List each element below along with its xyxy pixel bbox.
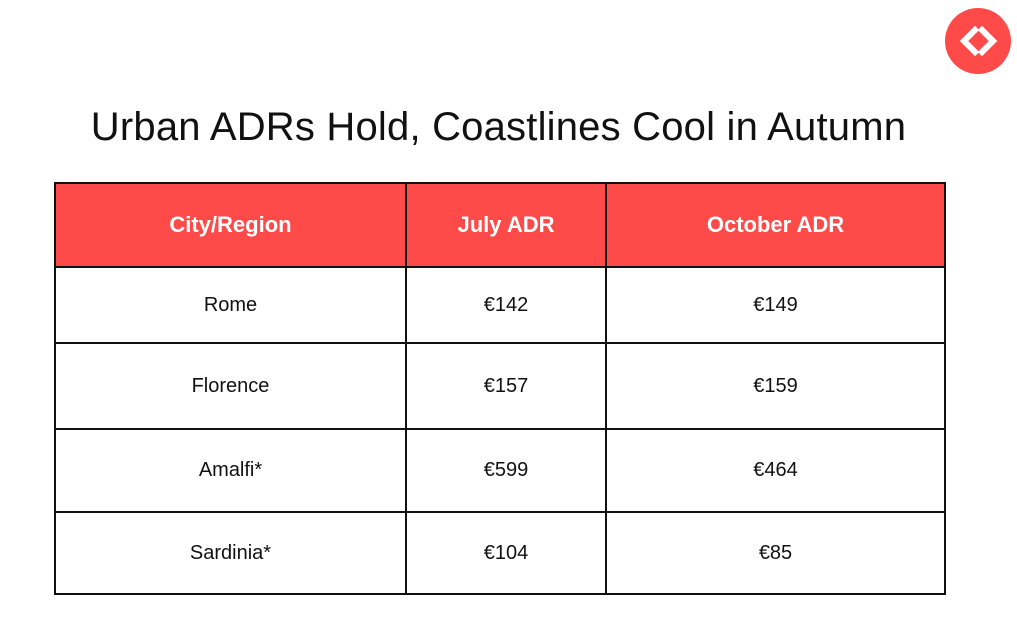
july-adr-cell: €142 [405, 266, 607, 344]
october-adr-cell: €149 [605, 266, 946, 344]
july-adr-cell: €157 [405, 342, 607, 430]
october-adr-cell: €464 [605, 428, 946, 513]
july-adr-cell: €599 [405, 428, 607, 513]
page-title: Urban ADRs Hold, Coastlines Cool in Autu… [90, 104, 907, 149]
column-header-october: October ADR [605, 182, 946, 268]
column-header-july: July ADR [405, 182, 607, 268]
city-cell: Florence [54, 342, 407, 430]
table-row: Sardinia* €104 €85 [54, 511, 946, 595]
table-header-row: City/Region July ADR October ADR [54, 182, 946, 268]
adr-table: City/Region July ADR October ADR Rome €1… [54, 182, 946, 595]
city-cell: Amalfi* [54, 428, 407, 513]
october-adr-cell: €159 [605, 342, 946, 430]
table-row: Rome €142 €149 [54, 266, 946, 344]
october-adr-cell: €85 [605, 511, 946, 595]
column-header-city: City/Region [54, 182, 407, 268]
table-row: Florence €157 €159 [54, 342, 946, 430]
july-adr-cell: €104 [405, 511, 607, 595]
city-cell: Sardinia* [54, 511, 407, 595]
logo [945, 8, 1011, 74]
code-brackets-icon [959, 25, 998, 57]
city-cell: Rome [54, 266, 407, 344]
table-row: Amalfi* €599 €464 [54, 428, 946, 513]
